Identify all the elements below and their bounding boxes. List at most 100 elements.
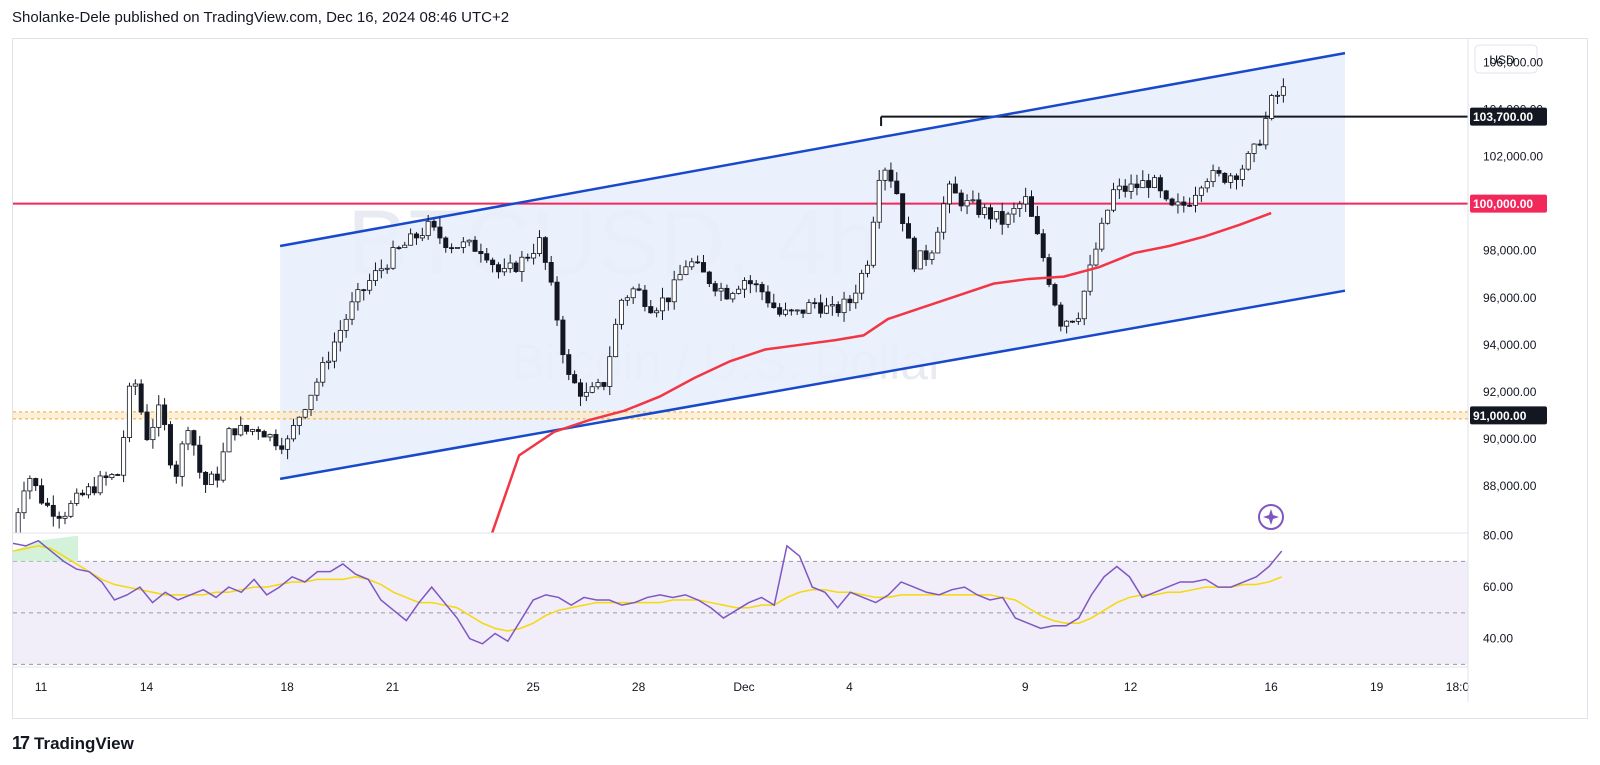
candle-up: [929, 252, 935, 260]
currency-selector[interactable]: USD: [1474, 44, 1538, 74]
candle-down: [747, 280, 753, 285]
candle-up: [355, 289, 361, 303]
chart-frame[interactable]: BTCUSD, 4hBitcoin / U.S. Dollar 11 14 18 21 2…: [12, 38, 1588, 719]
ma200-line: [490, 211, 1272, 533]
candle-down: [1257, 143, 1263, 146]
candle-up: [507, 262, 513, 269]
candle-down: [1058, 304, 1064, 327]
candle-down: [449, 247, 455, 250]
candle-down: [214, 473, 220, 481]
candle-up: [946, 183, 952, 205]
candle-down: [712, 283, 718, 292]
candle-up: [460, 241, 466, 248]
candle-up: [618, 299, 624, 325]
candle-up: [402, 244, 408, 249]
candle-up: [296, 416, 302, 426]
price-axis-tick: 98,000.00: [1483, 244, 1537, 258]
candle-up: [349, 301, 355, 320]
candle-up: [1193, 194, 1199, 206]
time-axis-tick: 18:0: [1446, 680, 1470, 694]
candle-up: [794, 309, 800, 312]
chart-canvas[interactable]: BTCUSD, 4hBitcoin / U.S. Dollar 11 14 18 21 2…: [13, 39, 1589, 720]
candle-down: [777, 307, 783, 315]
time-axis-tick: 18: [280, 680, 294, 694]
candle-up: [68, 503, 74, 517]
candle-up: [829, 304, 835, 307]
candle-down: [103, 475, 109, 479]
price-label-box: [1470, 107, 1547, 126]
candle-down: [39, 485, 45, 504]
candle-up: [1099, 222, 1105, 250]
candle-down: [1146, 180, 1152, 188]
candle-up: [156, 404, 162, 428]
time-axis-tick: 21: [386, 680, 400, 694]
candle-up: [583, 391, 589, 397]
currency-box: [1474, 44, 1538, 74]
candle-down: [1169, 198, 1175, 206]
candle-down: [818, 302, 824, 314]
candle-up: [876, 179, 882, 223]
candle-down: [138, 383, 144, 413]
candle-up: [331, 341, 337, 362]
candle-up: [302, 409, 308, 418]
candle-up: [654, 310, 660, 314]
candle-up: [730, 293, 736, 300]
candle-down: [396, 247, 402, 249]
candle-down: [1040, 233, 1046, 259]
price-label-text: 103,700.00: [1473, 110, 1533, 124]
candle-down: [525, 256, 531, 259]
price-label-text: 100,000.00: [1473, 197, 1533, 211]
candle-up: [220, 451, 226, 481]
candle-up: [741, 280, 747, 290]
candle-down: [33, 478, 39, 487]
candle-down: [279, 445, 285, 450]
candle-down: [601, 382, 607, 387]
candle-down: [700, 262, 706, 273]
candle-up: [536, 237, 542, 254]
candle-up: [1105, 209, 1111, 224]
tradingview-brand: TradingView: [34, 733, 134, 753]
rsi-pane: [13, 535, 1468, 665]
candle-up: [1128, 183, 1134, 192]
candle-up: [285, 438, 291, 450]
candle-up: [121, 437, 127, 476]
spark-icon-star: [1263, 509, 1279, 525]
candle-down: [1187, 204, 1193, 207]
candle-up: [589, 386, 595, 393]
candle-up: [519, 256, 525, 272]
candle-up: [1140, 180, 1146, 189]
candle-down: [999, 211, 1005, 225]
candle-down: [911, 237, 917, 270]
candle-up: [782, 309, 788, 315]
candle-up: [419, 235, 425, 239]
candle-down: [987, 207, 993, 220]
candle-down: [566, 354, 572, 375]
candle-down: [50, 504, 56, 517]
level-91000-band: [13, 411, 1468, 419]
candle-up: [1081, 290, 1087, 320]
candle-up: [1011, 207, 1017, 215]
candle-up: [689, 261, 695, 268]
candle-up: [1152, 177, 1158, 188]
candle-up: [1251, 143, 1257, 154]
candle-up: [1228, 175, 1234, 183]
candle-down: [665, 297, 671, 303]
candle-down: [1216, 170, 1222, 174]
candle-up: [326, 360, 332, 363]
rsi-axis-tick: 40.00: [1483, 632, 1513, 646]
candle-up: [982, 207, 988, 215]
main-pane: BTCUSD, 4hBitcoin / U.S. Dollar: [13, 51, 1468, 533]
candle-up: [853, 292, 859, 304]
candle-up: [1275, 94, 1281, 97]
candle-down: [413, 233, 419, 239]
candle-down: [905, 223, 911, 239]
candle-up: [378, 268, 384, 272]
candle-up: [85, 486, 91, 496]
candle-up: [208, 473, 214, 485]
tradingview-footer[interactable]: 17 TradingView: [12, 733, 134, 754]
candle-down: [695, 261, 701, 264]
candle-up: [372, 270, 378, 282]
candle-up: [882, 169, 888, 181]
price-label-text: 91,000.00: [1473, 409, 1527, 423]
candle-up: [677, 274, 683, 281]
